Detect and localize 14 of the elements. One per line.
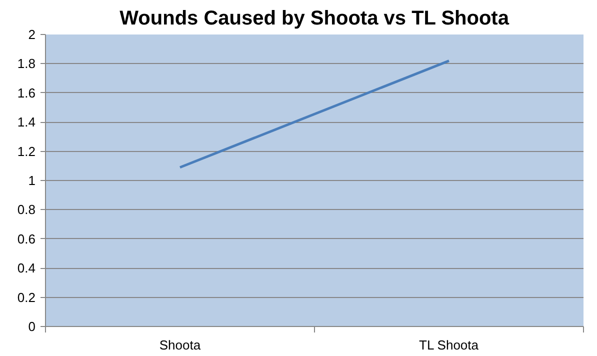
y-tick-label: 0.8 <box>17 202 36 218</box>
x-tick-label: TL Shoota <box>419 338 480 352</box>
x-tick-label: Shoota <box>159 338 202 352</box>
y-tick-label: 1.6 <box>17 85 36 100</box>
y-tick-label: 1 <box>28 173 36 188</box>
y-tick-label: 1.8 <box>17 56 36 72</box>
y-tick-label: 0 <box>28 319 36 334</box>
chart-title: Wounds Caused by Shoota vs TL Shoota <box>120 8 510 30</box>
y-tick-label: 0.2 <box>17 290 36 305</box>
y-tick-label: 1.4 <box>17 114 36 130</box>
y-tick-label: 1.2 <box>17 144 36 159</box>
y-tick-label: 0.6 <box>17 231 36 246</box>
y-tick-label: 0.4 <box>17 260 36 276</box>
y-tick-label: 2 <box>28 27 36 42</box>
